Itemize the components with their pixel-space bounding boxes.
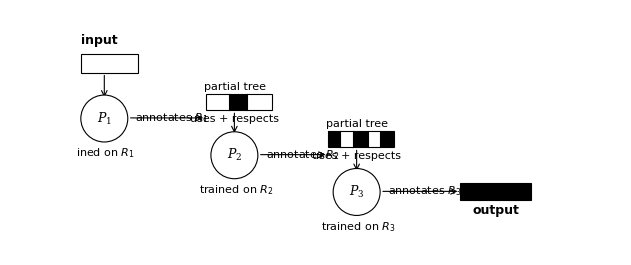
- Text: ined on $R_1$: ined on $R_1$: [76, 146, 136, 160]
- Ellipse shape: [333, 169, 380, 215]
- Text: partial tree: partial tree: [204, 82, 266, 92]
- Text: output: output: [472, 204, 519, 217]
- Text: annotates $R_3$: annotates $R_3$: [388, 184, 461, 198]
- Text: uses + respects: uses + respects: [312, 151, 401, 161]
- Bar: [206, 94, 229, 110]
- Bar: [380, 131, 394, 148]
- Ellipse shape: [211, 132, 258, 179]
- Ellipse shape: [81, 95, 128, 142]
- Text: input: input: [81, 34, 118, 47]
- Bar: [81, 54, 138, 73]
- Bar: [353, 131, 368, 148]
- Bar: [328, 131, 340, 148]
- Text: trained on $R_2$: trained on $R_2$: [199, 183, 273, 197]
- Bar: [247, 94, 272, 110]
- Text: trained on $R_3$: trained on $R_3$: [321, 220, 396, 234]
- Text: annotates $R_2$: annotates $R_2$: [266, 148, 339, 162]
- Bar: [328, 131, 394, 148]
- Bar: [340, 131, 353, 148]
- Text: $P_2$: $P_2$: [227, 147, 242, 163]
- Bar: [461, 183, 531, 200]
- Bar: [368, 131, 380, 148]
- Bar: [229, 94, 247, 110]
- Text: annotates $R_1$: annotates $R_1$: [135, 111, 208, 125]
- Text: partial tree: partial tree: [326, 119, 387, 129]
- Text: uses + respects: uses + respects: [190, 114, 279, 124]
- Text: $P_3$: $P_3$: [349, 184, 364, 200]
- Bar: [206, 94, 272, 110]
- Text: $P_1$: $P_1$: [97, 111, 112, 127]
